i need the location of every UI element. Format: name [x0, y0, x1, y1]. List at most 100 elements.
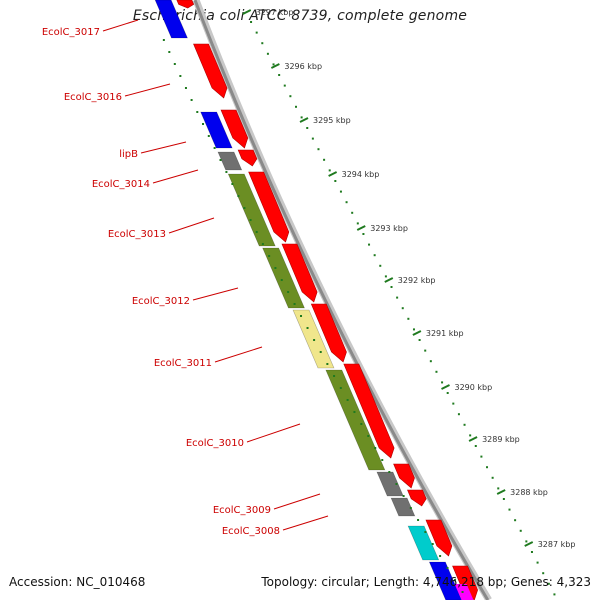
gene-arrow [407, 489, 427, 507]
feature-tick [243, 207, 246, 209]
gene-label: EcolC_3012 [132, 296, 190, 307]
feature-tick [306, 327, 309, 329]
feature-tick [333, 375, 336, 377]
minor-tick [474, 445, 477, 447]
feature-tick [319, 351, 322, 353]
gene-label: EcolC_3017 [42, 27, 100, 38]
gene-features [154, 0, 478, 600]
gene-label: EcolC_3016 [64, 92, 122, 103]
gene-arrow [193, 43, 228, 99]
minor-tick [547, 582, 550, 585]
minor-tick [317, 148, 320, 151]
feature-tick [162, 39, 165, 41]
gene-label: EcolC_3013 [108, 229, 166, 240]
minor-tick [334, 180, 337, 182]
feature-tick [255, 231, 258, 233]
leader-line [282, 515, 329, 531]
minor-tick [396, 296, 399, 299]
gene-bar-cyan [407, 525, 440, 561]
minor-tick [441, 381, 444, 384]
scale-ticks: 3297 kbp 3296 kbp 3295 kbp 3294 kbp 3293 kbp… [242, 8, 576, 596]
gene-arrow [393, 463, 415, 489]
scale-label: 3293 kbp [370, 224, 408, 233]
minor-tick [373, 254, 376, 257]
minor-tick [351, 211, 354, 214]
feature-tick [367, 435, 370, 437]
gene-label: EcolC_3011 [154, 358, 212, 369]
feature-tick [225, 171, 228, 173]
feature-tick [168, 51, 171, 53]
feature-tick [219, 159, 222, 161]
feature-tick [339, 387, 342, 389]
minor-tick [295, 105, 298, 108]
feature-tick [388, 471, 391, 473]
leader-line [102, 19, 139, 32]
minor-tick [368, 243, 371, 246]
gene-bar-blue [200, 111, 233, 149]
feature-tick [454, 579, 457, 581]
feature-tick [381, 459, 384, 461]
gene-arrow [220, 109, 249, 149]
feature-tick [326, 363, 329, 365]
feature-tick [287, 291, 290, 293]
minor-tick [384, 275, 387, 278]
minor-tick [502, 498, 505, 500]
feature-tick [417, 519, 420, 521]
major-tick [270, 63, 280, 69]
minor-tick [379, 264, 382, 267]
feature-tick [293, 303, 296, 305]
feature-tick [268, 255, 271, 257]
feature-tick [249, 219, 252, 221]
feature-tick [207, 135, 210, 137]
major-tick [299, 117, 309, 123]
gene-label: EcolC_3009 [213, 505, 271, 516]
minor-tick [323, 158, 326, 161]
minor-tick [390, 286, 393, 288]
minor-tick [514, 519, 517, 522]
feature-tick [395, 483, 398, 485]
feature-tick [439, 555, 442, 557]
feature-tick [424, 531, 427, 533]
minor-tick [486, 466, 489, 469]
minor-tick [491, 476, 494, 479]
feature-tick [184, 87, 187, 89]
minor-tick [519, 529, 522, 532]
feature-tick [179, 75, 182, 77]
major-tick [328, 171, 338, 177]
major-tick [496, 489, 506, 495]
scale-label: 3292 kbp [398, 276, 436, 285]
gene-arrow [281, 243, 318, 303]
gene-arrow [248, 171, 290, 243]
feature-tick [190, 99, 193, 101]
gene-bar-blue [428, 561, 463, 600]
feature-tick [213, 147, 216, 149]
gene-bar-olive [325, 369, 386, 471]
gene-bar-gray [390, 497, 416, 517]
gene-arrow [237, 149, 258, 167]
leader-line [214, 346, 263, 363]
minor-tick [553, 593, 556, 596]
scale-label: 3288 kbp [510, 488, 548, 497]
accession-text: Accession: NC_010468 [9, 575, 146, 589]
leader-line [273, 493, 321, 510]
minor-tick [250, 21, 253, 23]
minor-tick [418, 339, 421, 341]
scale-label: 3296 kbp [284, 62, 322, 71]
minor-tick [339, 190, 342, 193]
gene-arrow [425, 519, 453, 557]
minor-tick [407, 317, 410, 320]
scale-label: 3294 kbp [342, 170, 380, 179]
feature-tick [261, 243, 264, 245]
major-tick [242, 9, 252, 15]
leader-line [140, 141, 187, 154]
minor-tick [508, 508, 511, 511]
minor-tick [463, 423, 466, 426]
major-tick [468, 436, 478, 442]
feature-tick [173, 63, 176, 65]
major-tick [384, 277, 394, 283]
major-tick [441, 384, 450, 390]
gene-bar-blue [154, 0, 188, 39]
scale-label: 3287 kbp [538, 540, 576, 549]
minor-tick [530, 551, 533, 553]
gene-labels: EcolC_3017 EcolC_3016 lipB EcolC_3014 EcolC_… [42, 19, 329, 537]
